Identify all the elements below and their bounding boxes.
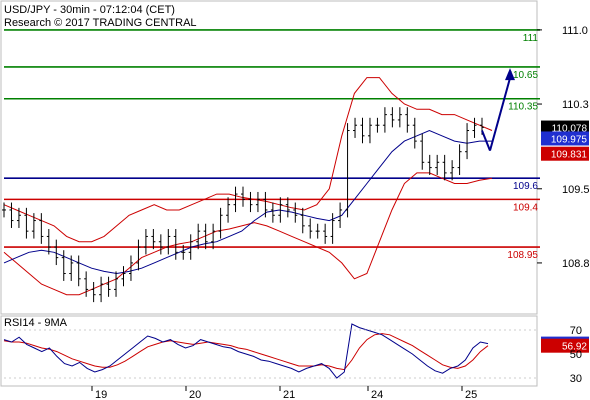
moving-average-line	[3, 129, 492, 275]
price-tag-bg-110.078	[541, 120, 589, 135]
bollinger-upper-line	[3, 77, 493, 243]
level-label-109.6: 109.6	[513, 181, 538, 192]
forecast-arrow-shaft	[489, 77, 511, 151]
forecast-arrow-lead	[481, 130, 491, 152]
price-tag-110.078: 110.078	[552, 124, 588, 135]
rsi-panel-frame	[0, 315, 538, 387]
rsi-ma-line	[3, 333, 489, 371]
rsi-axis-label-70: 70	[570, 325, 582, 337]
price-tag-109.831: 109.831	[551, 150, 588, 161]
rsi-tag-56.92: 56.92	[562, 342, 587, 353]
level-label-110.65: 110.65	[508, 70, 538, 81]
chart-title: USD/JPY - 30min - 07:12:04 (CET)	[4, 4, 175, 16]
rsi-tag-bg-56.92	[541, 338, 589, 353]
level-label-108.95: 108.95	[507, 250, 538, 261]
level-label-110.35: 110.35	[508, 102, 538, 113]
price-axis-label-110.3: 110.3	[562, 99, 589, 111]
bollinger-lower-line	[3, 172, 493, 296]
rsi-axis-label-30: 30	[570, 373, 582, 385]
x-axis-label-19: 19	[95, 389, 107, 400]
price-tag-109.975: 109.975	[551, 134, 588, 145]
main-price-layer: 111110.65110.35109.6109.4108.95110.07810…	[2, 29, 589, 303]
rsi-axis-label-50: 50	[570, 349, 582, 361]
x-axis-label-24: 24	[371, 389, 383, 400]
rsi-line	[3, 323, 489, 379]
price-axis-label-108.8: 108.8	[562, 258, 590, 270]
rsi-layer: 58.658856.92	[3, 323, 589, 379]
rsi-title: RSI14 - 9MA	[4, 317, 68, 329]
x-axis-label-21: 21	[283, 389, 295, 400]
price-tag-bg-109.975	[541, 131, 589, 146]
axis-layer: 111.0 110.3 109.5 108.8 70 50 30 19 20 21 24 25	[91, 25, 590, 400]
price-axis-label-109.5: 109.5	[562, 184, 590, 196]
forecast-arrow-head	[505, 68, 515, 81]
chart-subtitle: Research © 2017 TRADING CENTRAL	[4, 17, 197, 29]
price-axis-label-111.0: 111.0	[562, 25, 588, 37]
main-panel-frame	[0, 0, 538, 315]
x-axis-label-25: 25	[465, 389, 477, 400]
level-label-111: 111	[523, 33, 539, 44]
price-tag-bg-109.831	[541, 146, 589, 161]
level-label-109.4: 109.4	[513, 202, 538, 213]
x-axis-label-20: 20	[189, 389, 201, 400]
